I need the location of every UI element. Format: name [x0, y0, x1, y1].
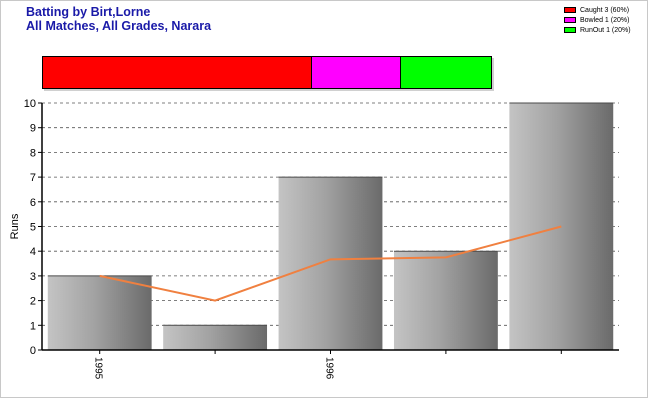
average-line	[99, 225, 562, 302]
legend-item-bowled: Bowled 1 (20%)	[564, 15, 631, 25]
y-tick-label: 6	[30, 197, 36, 209]
title-line-2: All Matches, All Grades, Narara	[26, 19, 212, 33]
legend-swatch-bowled	[564, 17, 576, 23]
y-tick-label: 8	[30, 147, 36, 159]
bar	[393, 251, 498, 350]
bar	[163, 325, 268, 350]
dismissal-distribution-bar	[42, 56, 492, 89]
y-tick-label: 4	[30, 246, 36, 258]
bars	[47, 102, 614, 350]
y-axis-label: Runs	[9, 213, 21, 239]
dismissal-segment-runout	[401, 57, 491, 88]
trend-line	[99, 225, 562, 302]
x-tick-label: 1996	[324, 357, 335, 380]
legend: Caught 3 (60%) Bowled 1 (20%) RunOut 1 (…	[564, 5, 631, 35]
y-tick-label: 3	[30, 271, 36, 283]
bar	[47, 275, 152, 350]
legend-label-caught: Caught 3 (60%)	[580, 6, 630, 14]
y-tick-label: 5	[30, 222, 36, 234]
legend-label-bowled: Bowled 1 (20%)	[580, 16, 630, 24]
legend-item-runout: RunOut 1 (20%)	[564, 25, 631, 35]
legend-item-caught: Caught 3 (60%)	[564, 5, 631, 15]
legend-swatch-caught	[564, 7, 576, 13]
y-tick-label: 9	[30, 123, 36, 135]
y-tick-label: 10	[24, 98, 36, 110]
x-tick-label: 1995	[93, 357, 104, 380]
bar	[278, 177, 383, 350]
y-tick-label: 0	[30, 345, 36, 357]
y-tick-label: 2	[30, 296, 36, 308]
title-line-1: Batting by Birt,Lorne	[26, 5, 151, 19]
y-tick-label: 7	[30, 172, 36, 184]
dismissal-segment-bowled	[311, 57, 402, 88]
dismissal-segment-caught	[43, 57, 312, 88]
axes: 0 1 2 3 4 5 6 7 8 9 10 1995 1996	[24, 98, 619, 380]
y-tick-label: 1	[30, 320, 36, 332]
legend-swatch-runout	[564, 27, 576, 33]
legend-label-runout: RunOut 1 (20%)	[580, 26, 631, 34]
chart-title: Batting by Birt,Lorne All Matches, All G…	[26, 5, 211, 33]
